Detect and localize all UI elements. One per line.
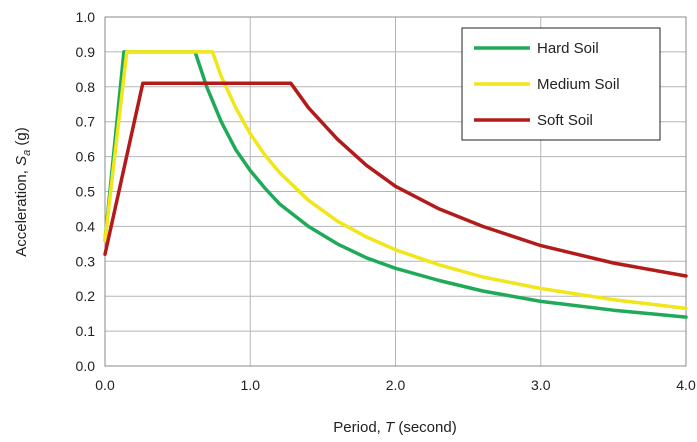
legend-label-medium-soil: Medium Soil [537, 76, 620, 93]
x-tick-label: 0.0 [95, 377, 115, 393]
y-tick-label: 0.8 [76, 79, 96, 95]
y-tick-label: 0.5 [76, 184, 96, 200]
y-tick-label: 0.3 [76, 253, 96, 269]
y-axis-label: Acceleration, Sa (g) [13, 127, 33, 257]
x-tick-label: 1.0 [241, 377, 261, 393]
x-tick-label: 3.0 [531, 377, 551, 393]
y-tick-label: 1.0 [76, 9, 96, 25]
x-tick-label: 4.0 [676, 377, 696, 393]
legend-label-hard-soil: Hard Soil [537, 40, 599, 57]
legend: Hard Soil Medium Soil Soft Soil [461, 27, 661, 141]
x-tick-labels: 0.0 1.0 2.0 3.0 4.0 [95, 377, 696, 393]
plot-frame [104, 16, 687, 367]
y-tick-label: 0.0 [76, 358, 96, 374]
plot-border [104, 16, 687, 367]
y-axis-label-sub: a [21, 150, 33, 156]
series-line-hard-soil [103, 50, 688, 319]
x-axis-label-suffix: (second) [394, 419, 457, 436]
legend-label-soft-soil: Soft Soil [537, 112, 593, 129]
y-axis-label-prefix: Acceleration, [13, 166, 30, 257]
y-axis-label-var: S [13, 156, 30, 166]
y-tick-label: 0.9 [76, 44, 96, 60]
x-axis-label-var: T [385, 419, 396, 436]
y-tick-label: 0.2 [76, 288, 96, 304]
series-layer [103, 50, 688, 319]
y-tick-label: 0.1 [76, 323, 96, 339]
series-line-soft-soil [103, 81, 688, 278]
x-tick-label: 2.0 [386, 377, 406, 393]
x-axis-label: Period, T (second) [333, 419, 456, 436]
x-axis-label-prefix: Period, [333, 419, 385, 436]
y-axis-label-suffix: (g) [13, 127, 30, 150]
y-tick-labels: 0.0 0.1 0.2 0.3 0.4 0.5 0.6 0.7 0.8 0.9 1.0 [76, 9, 96, 374]
y-tick-label: 0.4 [76, 218, 96, 234]
y-tick-label: 0.7 [76, 114, 96, 130]
y-tick-label: 0.6 [76, 149, 96, 165]
series-line-medium-soil [103, 50, 688, 311]
